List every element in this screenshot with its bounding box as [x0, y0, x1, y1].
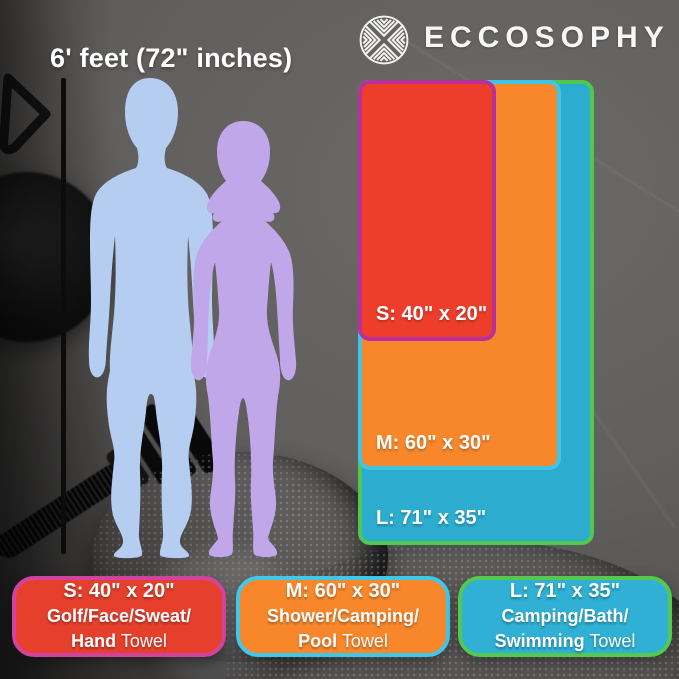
badge-medium-type: Pool Towel	[298, 629, 388, 654]
badge-medium-towel: M: 60" x 30" Shower/Camping/ Pool Towel	[236, 576, 450, 657]
badge-large-size: L: 71" x 35"	[509, 580, 621, 602]
eccosophy-logo-icon	[359, 15, 409, 65]
towel-small: S: 40" x 20"	[358, 80, 496, 341]
badge-small-type-bold: Hand	[71, 631, 117, 651]
towel-medium-size-label: M: 60" x 30"	[376, 432, 491, 454]
carabiner-image	[0, 73, 51, 155]
dumbbell-plate	[136, 402, 198, 482]
badge-small-size: S: 40" x 20"	[63, 580, 175, 602]
male-silhouette	[88, 78, 215, 559]
towel-small-size-label: S: 40" x 20"	[376, 303, 488, 325]
dumbbell-plate	[124, 422, 174, 487]
female-silhouette	[190, 121, 297, 557]
badge-large-towel: L: 71" x 35" Camping/Bath/ Swimming Towe…	[458, 576, 672, 657]
badge-large-type-rest: Towel	[584, 631, 636, 651]
dumbbell-collar	[104, 441, 152, 495]
brand-wordmark: ECCOSOPHY	[424, 21, 670, 54]
badge-medium-type-bold: Pool	[298, 631, 338, 651]
dumbbell-image	[0, 323, 302, 606]
height-reference-label: 6' feet (72" inches)	[50, 43, 293, 73]
badge-medium-size: M: 60" x 30"	[285, 580, 401, 602]
badge-small-towel: S: 40" x 20" Golf/Face/Sweat/ Hand Towel	[12, 576, 226, 657]
badge-small-uses: Golf/Face/Sweat/	[46, 606, 192, 626]
height-reference-line	[61, 78, 66, 554]
badge-large-uses: Camping/Bath/	[501, 606, 629, 626]
badge-small-type-rest: Towel	[116, 631, 167, 651]
badge-medium-type-rest: Towel	[337, 631, 388, 651]
badge-medium-uses: Shower/Camping/	[266, 606, 419, 626]
dumbbell-plate	[152, 380, 226, 476]
towel-large-size-label: L: 71" x 35"	[376, 507, 487, 529]
badge-small-type: Hand Towel	[71, 629, 167, 654]
weight-plate-image	[0, 172, 112, 342]
badge-large-type: Swimming Towel	[495, 629, 636, 654]
wall-crease	[232, 202, 269, 399]
badge-large-type-bold: Swimming	[494, 631, 585, 651]
